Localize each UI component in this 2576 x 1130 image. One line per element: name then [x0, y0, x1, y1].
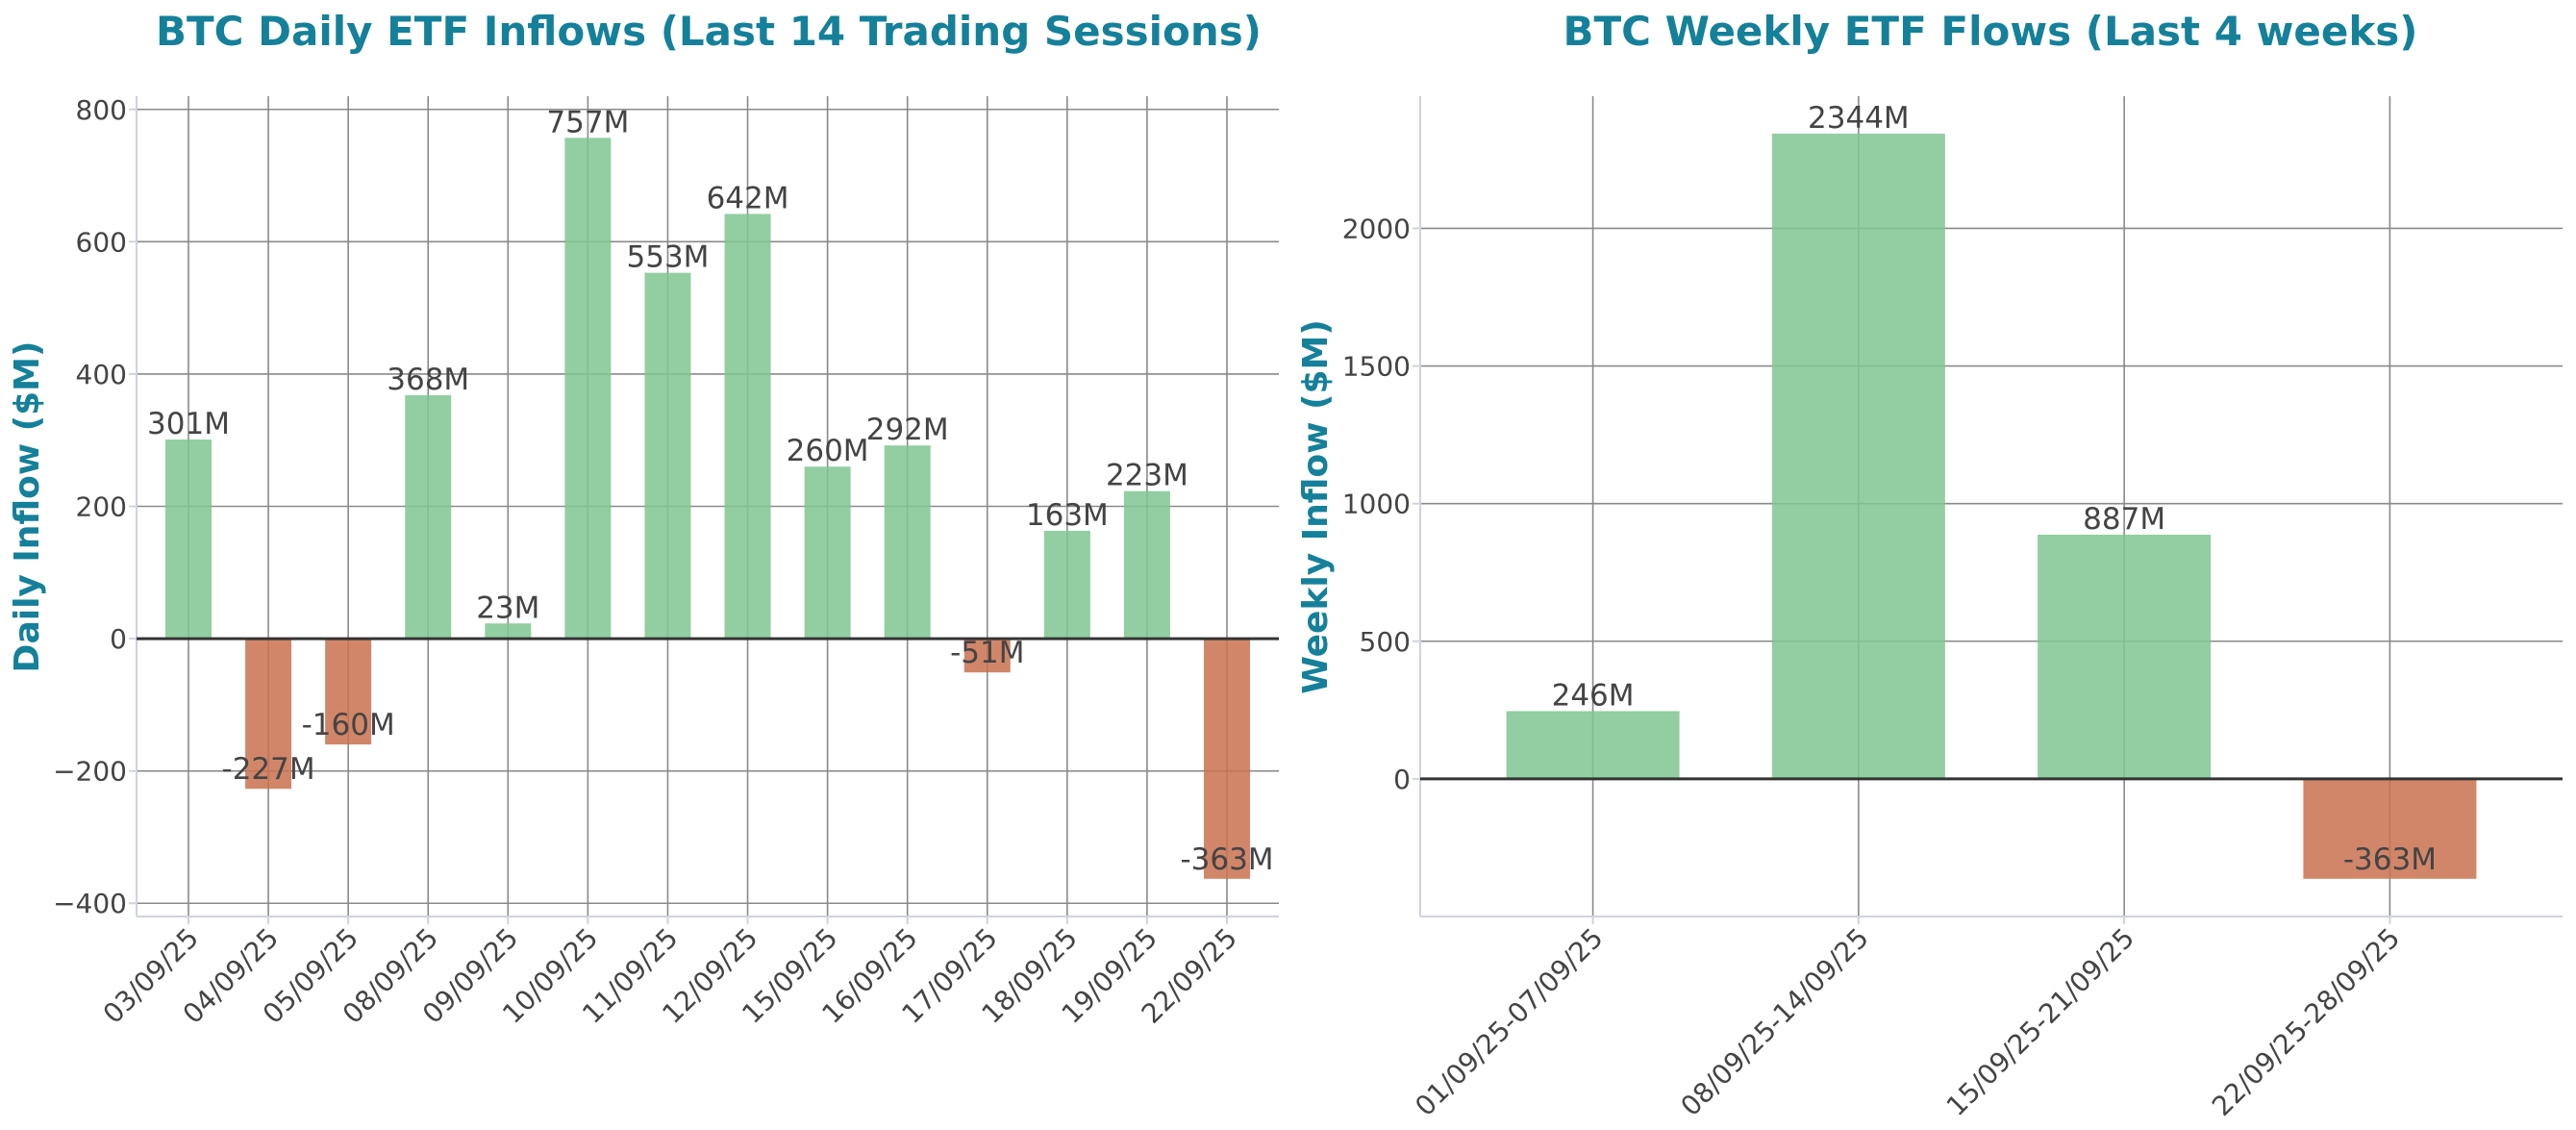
y-tick-label: −200	[53, 756, 127, 788]
x-tick-label: 22/09/25-28/09/25	[2206, 922, 2406, 1122]
bar-17/09/25	[963, 639, 1011, 673]
bar-19/09/25	[1123, 490, 1170, 640]
y-tick-label: 400	[76, 359, 127, 390]
data-label: 642M	[707, 181, 789, 215]
bar-18/09/25	[1043, 530, 1090, 640]
y-tick-label: 1000	[1342, 489, 1411, 520]
y-tick-label: 500	[1360, 626, 1411, 658]
data-label: 292M	[866, 413, 949, 447]
chart-title: BTC Daily ETF Inflows (Last 14 Trading S…	[156, 8, 1262, 55]
data-label: 246M	[1552, 678, 1635, 713]
data-label: 301M	[147, 407, 230, 441]
data-label: 2344M	[1808, 101, 1910, 136]
x-tick-label: 15/09/25-21/09/25	[1940, 922, 2140, 1122]
bar-04/09/25	[245, 639, 292, 790]
data-label: 223M	[1106, 459, 1188, 493]
bar-11/09/25	[644, 272, 691, 640]
bar-22/09/25-28/09/25	[2303, 778, 2477, 879]
data-label: 23M	[476, 590, 539, 625]
data-label: 368M	[387, 363, 469, 397]
data-label: 163M	[1026, 498, 1109, 533]
x-tick-label: 08/09/25-14/09/25	[1674, 922, 1874, 1122]
y-tick-label: −400	[53, 888, 127, 919]
bar-12/09/25	[724, 213, 771, 640]
data-label: 553M	[627, 240, 710, 275]
data-label: 757M	[546, 105, 629, 139]
bar-09/09/25	[485, 623, 532, 640]
y-axis-label: Daily Inflow ($M)	[8, 341, 47, 673]
weekly-flows-chart: BTC Weekly ETF Flows (Last 4 weeks) Week…	[1296, 8, 2563, 1122]
y-tick-label: 200	[76, 491, 127, 523]
daily-inflows-chart: BTC Daily ETF Inflows (Last 14 Trading S…	[8, 8, 1279, 1030]
plot-area: −400 −200 0 200 400 600 800 301M -227M -160M 368M 2…	[53, 94, 1279, 1030]
bar-22/09/25	[1204, 639, 1250, 879]
data-label: -227M	[222, 752, 315, 787]
bar-08/09/25-14/09/25	[1771, 133, 1945, 779]
plot-area: 0 500 1000 1500 2000 246M 2344M 887M -363M 01/09/…	[1342, 96, 2563, 1122]
y-tick-label: 0	[110, 623, 127, 655]
data-label: -363M	[2343, 842, 2437, 877]
bar-01/09/25-07/09/25	[1506, 711, 1680, 779]
data-label: 887M	[2083, 502, 2165, 537]
data-label: 260M	[787, 434, 869, 468]
y-tick-label: 2000	[1342, 213, 1411, 244]
y-tick-label: 600	[76, 226, 127, 258]
bar-16/09/25	[884, 445, 931, 640]
bar-08/09/25	[405, 394, 452, 640]
y-tick-label: 800	[76, 94, 127, 126]
data-label: -363M	[1180, 842, 1273, 877]
data-label: -51M	[950, 636, 1024, 670]
bar-03/09/25	[165, 439, 212, 640]
bar-05/09/25	[325, 639, 372, 745]
y-tick-label: 0	[1393, 764, 1411, 795]
x-tick-label: 01/09/25-07/09/25	[1409, 922, 1609, 1122]
data-label: -160M	[302, 708, 395, 742]
y-tick-label: 1500	[1342, 351, 1411, 383]
chart-title: BTC Weekly ETF Flows (Last 4 weeks)	[1563, 8, 2418, 55]
bar-15/09/25	[804, 466, 851, 640]
y-axis-label: Weekly Inflow ($M)	[1296, 319, 1336, 694]
bar-15/09/25-21/09/25	[2038, 534, 2212, 779]
bar-10/09/25	[564, 138, 612, 640]
